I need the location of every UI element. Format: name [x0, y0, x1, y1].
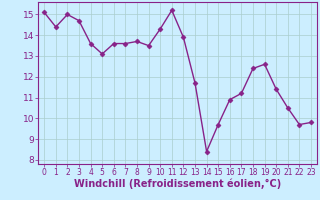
- X-axis label: Windchill (Refroidissement éolien,°C): Windchill (Refroidissement éolien,°C): [74, 179, 281, 189]
